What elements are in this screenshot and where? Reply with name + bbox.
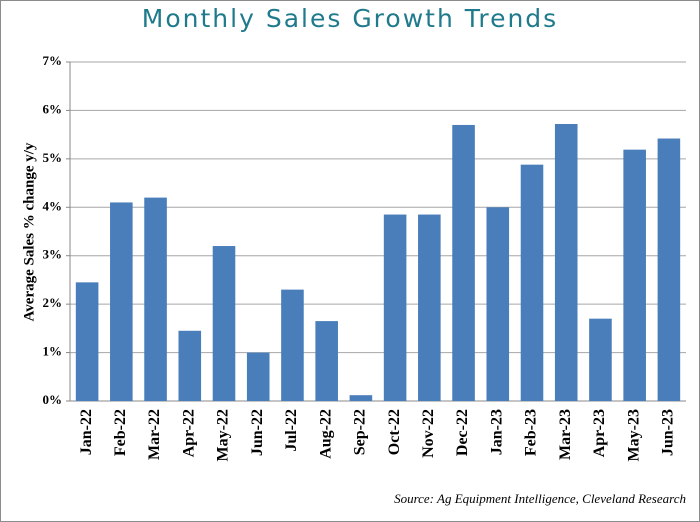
- bar: [315, 321, 338, 401]
- bar: [383, 214, 407, 401]
- bar: [452, 124, 475, 401]
- x-tick-label: Jun-22: [249, 409, 266, 456]
- y-tick-label: 6%: [43, 101, 63, 116]
- bar: [657, 138, 681, 401]
- x-tick-label: Dec-22: [454, 409, 471, 456]
- y-tick-label: 2%: [43, 295, 63, 310]
- x-tick-label: Jan-23: [488, 409, 505, 455]
- y-tick-label: 7%: [43, 53, 63, 68]
- y-tick-label: 3%: [43, 247, 63, 262]
- y-tick-label: 5%: [43, 150, 63, 165]
- x-tick-label: Jun-23: [660, 409, 677, 456]
- x-tick-label: Feb-22: [112, 409, 129, 456]
- bar: [486, 207, 510, 401]
- x-tick-label: Sep-22: [352, 409, 369, 455]
- x-tick-label: Aug-22: [317, 409, 334, 459]
- y-tick-label: 1%: [43, 344, 63, 359]
- y-tick-label: 4%: [43, 198, 63, 213]
- bar: [178, 330, 202, 401]
- x-tick-label: Apr-23: [591, 409, 608, 457]
- bar: [281, 289, 304, 401]
- x-tick-label: Mar-22: [146, 409, 163, 460]
- y-tick-label: 0%: [43, 392, 63, 407]
- source-note: Source: Ag Equipment Intelligence, Cleve…: [394, 491, 686, 506]
- x-tick-label: Apr-22: [180, 409, 197, 457]
- bar: [520, 164, 544, 401]
- bar: [554, 123, 578, 401]
- bar: [75, 282, 99, 401]
- x-tick-label: Jul-22: [283, 409, 300, 452]
- x-tick-label: Nov-22: [420, 409, 437, 458]
- x-tick-label: Oct-22: [386, 409, 403, 455]
- bar: [144, 197, 167, 401]
- x-tick-label: Mar-23: [557, 409, 574, 460]
- bar: [623, 149, 646, 401]
- y-axis-label: Average Sales % change y/y: [21, 142, 37, 321]
- x-tick-label: May-22: [215, 409, 232, 461]
- chart-title: Monthly Sales Growth Trends: [142, 4, 558, 33]
- x-tick-label: Jan-22: [78, 409, 95, 455]
- bar: [212, 246, 236, 401]
- x-tick-label: Feb-23: [523, 409, 540, 456]
- bar: [110, 202, 133, 401]
- x-tick-label: May-23: [625, 409, 642, 461]
- bar: [589, 318, 612, 401]
- bar: [349, 395, 373, 401]
- bar: [246, 352, 270, 401]
- bar: [418, 214, 441, 401]
